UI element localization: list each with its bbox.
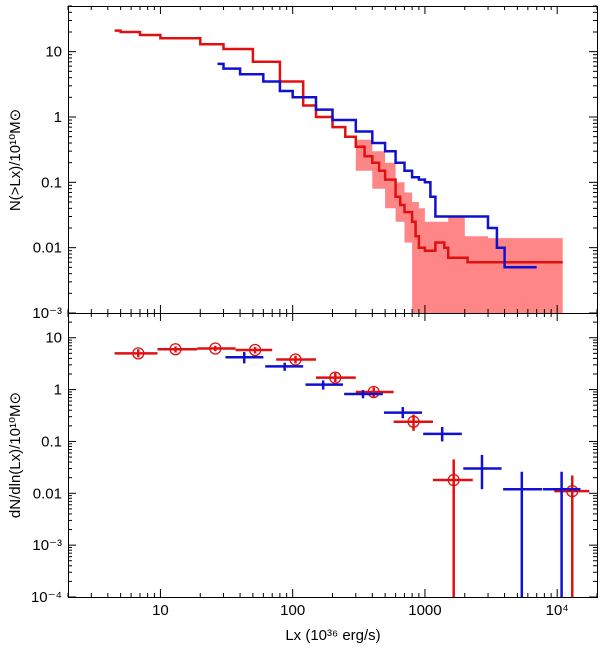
error-band <box>355 139 563 313</box>
bottom-ytick-label: 10⁻⁴ <box>31 589 62 606</box>
red-data-point <box>235 343 273 357</box>
red-data-point <box>432 459 473 597</box>
bottom-ytick-labels-group: 10⁻⁴ 10⁻³ 0.01 0.1 1 10 <box>31 330 62 606</box>
top-ticks-group <box>67 5 598 314</box>
blue-data-point <box>463 454 502 490</box>
top-ytick-label: 10 <box>45 44 62 61</box>
top-ytick-label: 10⁻³ <box>32 305 62 322</box>
x-tick-label: 10 <box>152 602 169 619</box>
red-circle-marker <box>447 473 460 487</box>
red-data-point <box>276 353 316 366</box>
top-ytick-labels-group: 10⁻³ 0.01 0.1 1 10 <box>32 44 62 322</box>
top-ytick-label: 0.1 <box>41 174 62 191</box>
red-cumulative-line <box>114 29 563 264</box>
blue-data-point <box>503 471 543 597</box>
red-data-point <box>114 347 158 360</box>
blue-cumulative-line <box>217 62 537 269</box>
red-circle-marker <box>407 415 420 428</box>
bottom-ytick-label: 1 <box>54 382 62 399</box>
top-series-group <box>114 29 563 269</box>
bottom-ticks-group <box>67 312 598 598</box>
bottom-ytick-label: 10⁻³ <box>32 537 62 554</box>
blue-data-point <box>383 407 422 419</box>
red-circle-marker <box>566 484 579 498</box>
blue-data-point <box>265 362 304 371</box>
x-tick-label: 100 <box>280 602 305 619</box>
red-circle-marker <box>248 343 262 357</box>
bottom-ytick-label: 0.01 <box>33 485 62 502</box>
red-data-point <box>355 385 394 399</box>
bottom-xtick-labels-group: 10 100 1000 10⁴ <box>152 602 569 619</box>
red-circle-marker <box>209 342 222 355</box>
bottom-series-group <box>114 342 590 597</box>
red-data-point <box>554 475 590 597</box>
bottom-panel: 10⁻⁴ 10⁻³ 0.01 0.1 1 10 10 100 1000 10⁴ dN/dln(L… <box>7 312 598 644</box>
red-circle-marker <box>289 353 302 366</box>
blue-data-point <box>225 352 264 364</box>
x-tick-label: 1000 <box>408 602 441 619</box>
red-data-point <box>157 343 198 356</box>
top-ytick-label: 0.01 <box>33 240 62 257</box>
blue-data-point <box>542 471 581 597</box>
top-panel: 10⁻³ 0.01 0.1 1 10 N(>Lx)/10¹⁰M⊙ <box>7 5 598 322</box>
bottom-ytick-label: 0.1 <box>41 433 62 450</box>
red-circle-marker <box>132 347 145 360</box>
blue-data-point <box>344 390 383 399</box>
x-axis-label: Lx (10³⁶ erg/s) <box>285 627 380 644</box>
top-error-band-group <box>355 139 563 313</box>
blue-data-point <box>305 380 343 390</box>
blue-data-point <box>423 426 462 442</box>
bottom-y-axis-label: dN/dln(Lx)/10¹⁰M⊙ <box>7 392 24 518</box>
top-ytick-label: 1 <box>54 109 62 126</box>
bottom-ytick-label: 10 <box>45 330 62 347</box>
x-tick-label: 10⁴ <box>546 602 569 619</box>
top-y-axis-label: N(>Lx)/10¹⁰M⊙ <box>7 109 24 211</box>
red-circle-marker <box>169 343 182 356</box>
bottom-plot-frame <box>68 313 598 598</box>
red-data-point <box>393 414 433 431</box>
red-circle-marker <box>329 371 342 384</box>
red-circle-marker <box>367 385 380 399</box>
red-data-point <box>197 342 236 355</box>
red-data-point <box>315 371 356 384</box>
